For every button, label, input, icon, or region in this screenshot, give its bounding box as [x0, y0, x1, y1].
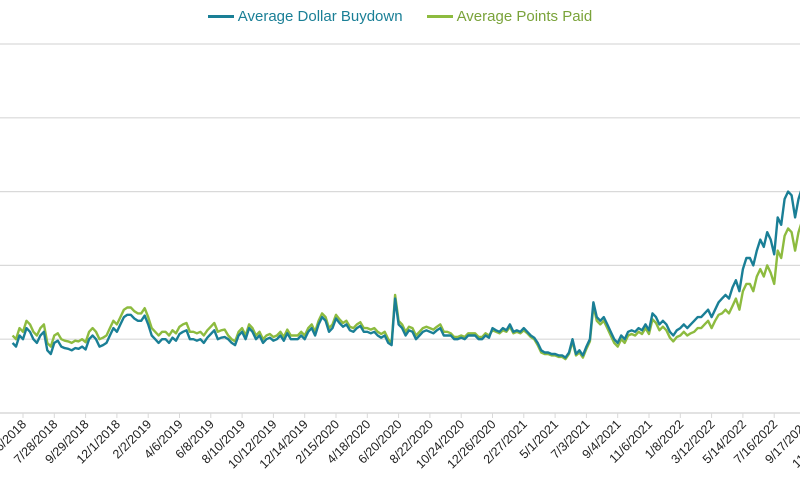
- legend-swatch-dollar-buydown: [207, 15, 234, 18]
- x-axis: 5/26/20187/28/20189/29/201812/1/20182/2/…: [0, 412, 800, 471]
- series-line-average-dollar-buydown: [11, 190, 800, 359]
- legend-swatch-points-paid: [426, 15, 453, 18]
- legend-label-points-paid: Average Points Paid: [456, 8, 593, 25]
- legend-item-points-paid[interactable]: Average Points Paid: [426, 8, 593, 25]
- legend-label-dollar-buydown: Average Dollar Buydown: [237, 8, 403, 25]
- legend-item-dollar-buydown[interactable]: Average Dollar Buydown: [207, 8, 403, 25]
- series-lines: [11, 190, 800, 361]
- series-line-average-points-paid: [11, 223, 800, 361]
- legend: Average Dollar Buydown Average Points Pa…: [0, 8, 800, 25]
- gridlines: [0, 43, 800, 340]
